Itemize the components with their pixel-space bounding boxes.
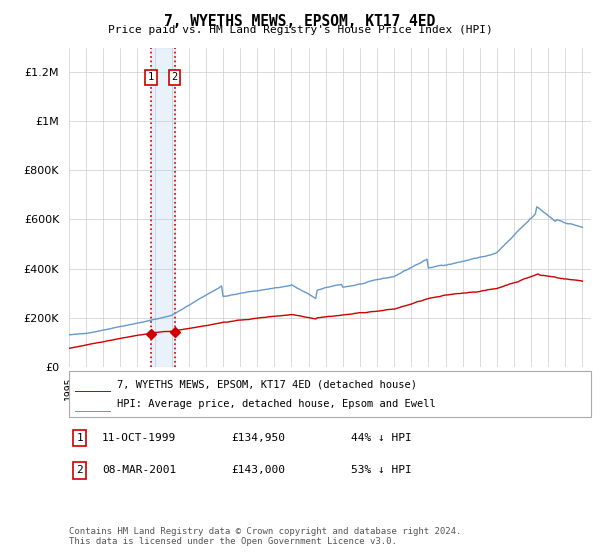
Text: 2: 2	[172, 72, 178, 82]
Text: £134,950: £134,950	[231, 433, 285, 443]
Text: 7, WYETHS MEWS, EPSOM, KT17 4ED: 7, WYETHS MEWS, EPSOM, KT17 4ED	[164, 14, 436, 29]
Text: 11-OCT-1999: 11-OCT-1999	[102, 433, 176, 443]
Text: 7, WYETHS MEWS, EPSOM, KT17 4ED (detached house): 7, WYETHS MEWS, EPSOM, KT17 4ED (detache…	[117, 379, 417, 389]
Text: Contains HM Land Registry data © Crown copyright and database right 2024.
This d: Contains HM Land Registry data © Crown c…	[69, 526, 461, 546]
Text: 1: 1	[148, 72, 154, 82]
Text: £143,000: £143,000	[231, 465, 285, 475]
Text: Price paid vs. HM Land Registry's House Price Index (HPI): Price paid vs. HM Land Registry's House …	[107, 25, 493, 35]
Text: HPI: Average price, detached house, Epsom and Ewell: HPI: Average price, detached house, Epso…	[117, 399, 436, 409]
Text: 08-MAR-2001: 08-MAR-2001	[102, 465, 176, 475]
Text: 1: 1	[76, 433, 83, 443]
Text: 44% ↓ HPI: 44% ↓ HPI	[351, 433, 412, 443]
Text: 2: 2	[76, 465, 83, 475]
Text: 53% ↓ HPI: 53% ↓ HPI	[351, 465, 412, 475]
Bar	[151, 48, 175, 367]
